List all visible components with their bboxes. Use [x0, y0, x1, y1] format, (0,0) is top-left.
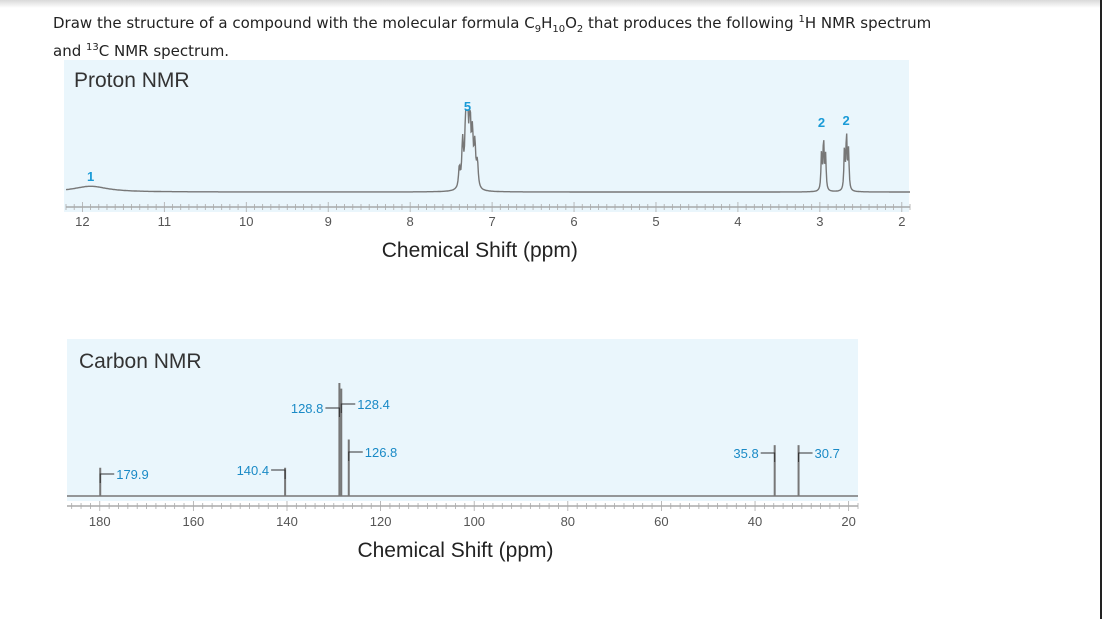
carbon-peak-leader — [798, 452, 813, 462]
carbon-x-tick-label: 40 — [748, 514, 762, 529]
proton-integration-label: 2 — [818, 115, 825, 130]
carbon-peak-leader — [271, 469, 286, 479]
carbon-peak-label: 126.8 — [365, 445, 398, 460]
proton-x-tick-label: 5 — [652, 214, 659, 229]
carbon-peak-label: 179.9 — [116, 467, 149, 482]
proton-integration-label: 2 — [842, 113, 849, 128]
carbon-x-tick-label: 60 — [654, 514, 668, 529]
carbon-x-axis-title: Chemical Shift (ppm) — [357, 539, 553, 562]
carbon-peak-leader — [99, 473, 115, 483]
proton-x-tick-label: 10 — [239, 214, 253, 229]
carbon-peak-label: 35.8 — [733, 446, 758, 461]
carbon-x-tick-label: 140 — [276, 514, 298, 529]
carbon-peak-leader — [348, 451, 363, 461]
carbon-nmr-title: Carbon NMR — [79, 350, 202, 373]
carbon-peak-label: 140.4 — [237, 463, 270, 478]
proton-spectrum-trace — [66, 109, 910, 193]
carbon-peak-label: 30.7 — [815, 446, 840, 461]
proton-x-tick-label: 12 — [75, 214, 89, 229]
proton-x-axis-title: Chemical Shift (ppm) — [382, 239, 578, 262]
proton-x-tick-label: 8 — [407, 214, 414, 229]
carbon-peak-leader — [340, 403, 356, 413]
proton-x-tick-label: 3 — [816, 214, 823, 229]
proton-integration-label: 5 — [464, 99, 471, 114]
proton-nmr-title: Proton NMR — [74, 69, 190, 92]
proton-x-tick-label: 6 — [570, 214, 577, 229]
carbon-peak-label: 128.4 — [357, 397, 390, 412]
proton-x-tick-label: 7 — [488, 214, 495, 229]
question-text: Draw the structure of a compound with th… — [53, 14, 932, 60]
carbon-nmr-panel — [67, 339, 858, 501]
proton-x-tick-label: 4 — [734, 214, 741, 229]
carbon-x-tick-label: 180 — [89, 514, 111, 529]
carbon-x-tick-label: 20 — [841, 514, 855, 529]
top-shade — [0, 0, 1102, 8]
carbon-x-tick-label: 120 — [370, 514, 392, 529]
proton-nmr-panel — [64, 60, 909, 212]
proton-x-tick-label: 2 — [898, 214, 905, 229]
carbon-x-tick-label: 100 — [463, 514, 485, 529]
proton-integration-label: 1 — [87, 169, 94, 184]
carbon-x-tick-label: 160 — [183, 514, 205, 529]
right-border — [1100, 0, 1102, 619]
proton-x-tick-label: 11 — [158, 214, 172, 229]
proton-x-tick-label: 9 — [325, 214, 332, 229]
carbon-peak-leader — [325, 407, 340, 417]
carbon-peak-label: 128.8 — [291, 401, 324, 416]
carbon-x-tick-label: 80 — [561, 514, 575, 529]
carbon-peak-leader — [760, 452, 776, 462]
